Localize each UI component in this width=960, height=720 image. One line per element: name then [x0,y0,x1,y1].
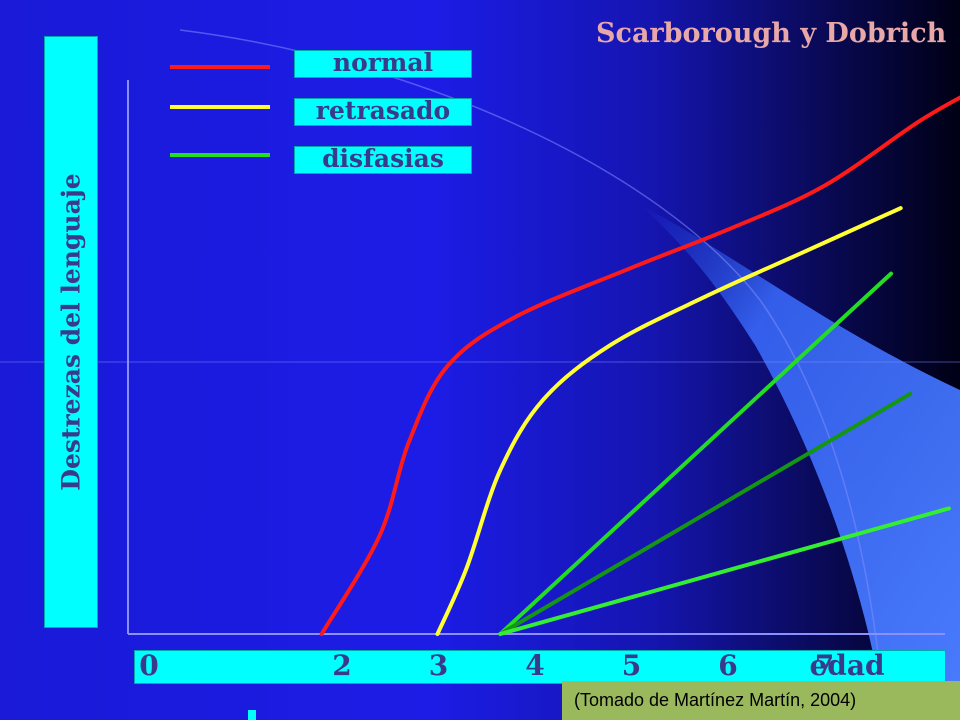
x-tick-label: 5 [621,649,642,682]
legend-label-normal: normal [294,50,472,78]
legend-label-disfasias: disfasias [294,146,472,174]
series-line-retrasado [435,206,903,636]
series-line-normal [319,95,960,636]
x-tick-label: 7 [814,649,835,682]
x-tick-label: 4 [525,649,545,682]
source-caption: (Tomado de Martínez Martín, 2004) [562,681,960,720]
x-axis-band: 0 2 3 4 5 6 7 edad [134,650,946,684]
x-axis-label: edad [809,649,885,682]
chart-title: Scarborough y Dobrich [596,18,947,49]
series-line-line-5 [498,506,951,636]
x-tick-label: 0 [139,649,159,682]
legend-label-retrasado: retrasado [294,98,472,126]
series-line-line-4 [498,391,913,636]
x-tick-label: 3 [428,649,449,682]
x-tick-label: 6 [718,649,738,682]
light-blue-wedge [640,205,960,720]
decorative-mark [248,710,256,720]
x-tick-label: 2 [332,649,352,682]
series-line-disfasias [498,271,894,636]
y-axis-label-box: Destrezas del lenguaje [44,36,98,628]
